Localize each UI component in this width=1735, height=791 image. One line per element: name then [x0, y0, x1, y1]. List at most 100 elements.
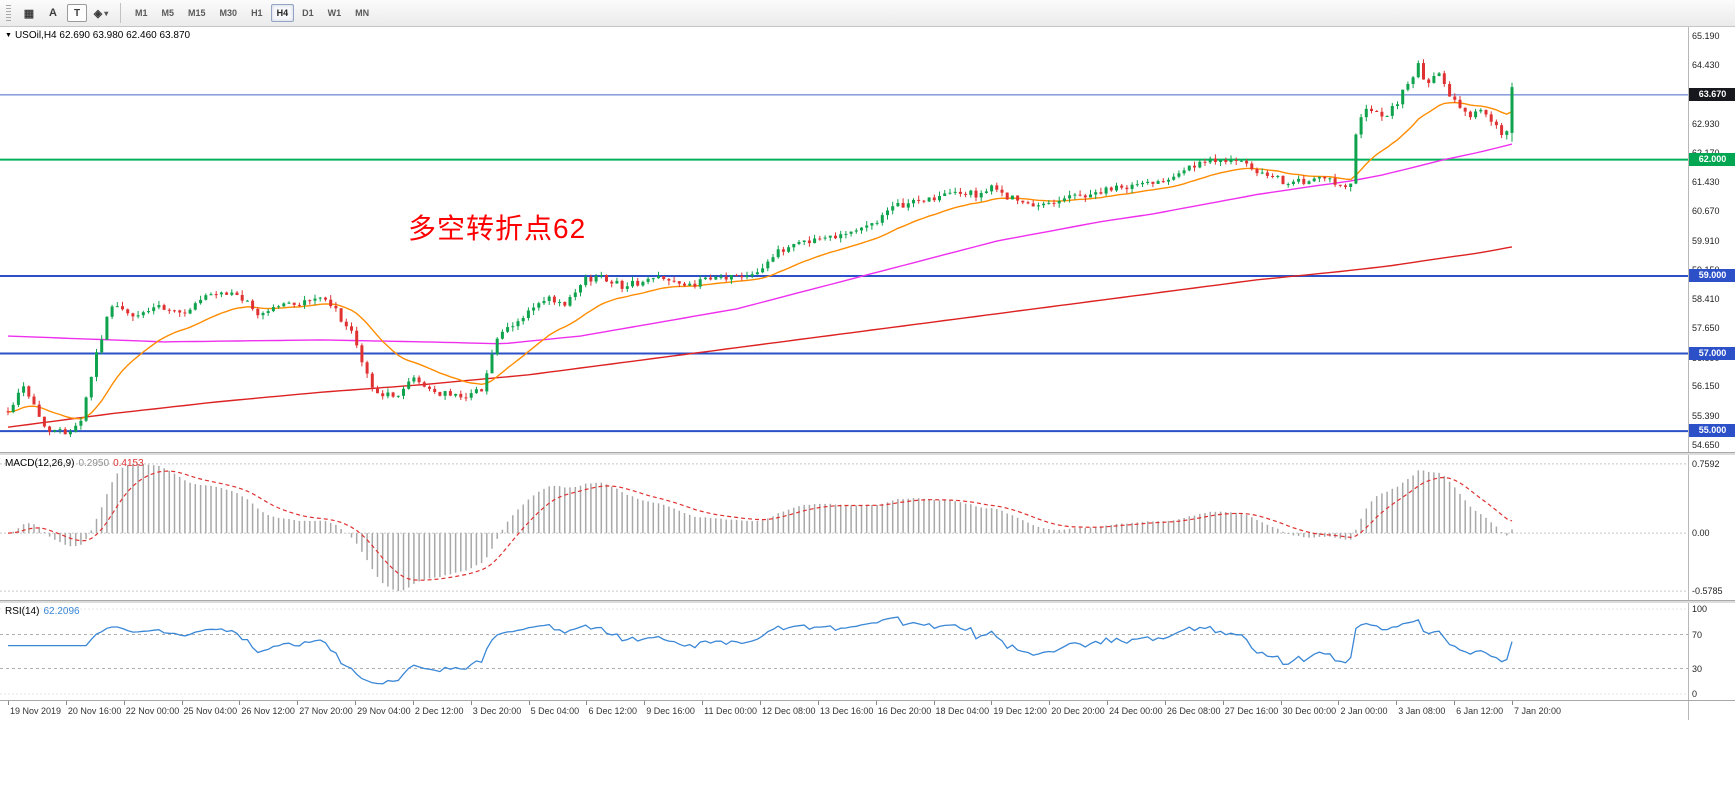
candle [68, 429, 72, 437]
time-axis-tick [1512, 701, 1513, 705]
candle [147, 307, 150, 314]
time-axis-label: 3 Jan 08:00 [1398, 706, 1446, 716]
candle [443, 390, 447, 400]
candle [1130, 182, 1134, 194]
candle [1104, 186, 1108, 197]
candle [1260, 168, 1264, 175]
candle [1385, 115, 1389, 117]
timeframe-m1[interactable]: M1 [135, 8, 148, 18]
timeframe-m30[interactable]: M30 [219, 8, 238, 18]
candle [813, 234, 817, 244]
time-axis[interactable]: 19 Nov 2019 20 Nov 16:00 22 Nov 00:00 25 No… [0, 700, 1735, 720]
candle [173, 309, 176, 313]
timeframe-w1[interactable]: W1 [327, 8, 342, 18]
text-annotation-tool[interactable]: A [49, 7, 57, 19]
rsi-plot[interactable] [0, 603, 1688, 700]
axis-label: 56.150 [1692, 381, 1720, 392]
candle [287, 301, 291, 304]
timeframe-d1[interactable]: D1 [302, 8, 314, 18]
candle [740, 272, 744, 281]
time-axis-tick [586, 701, 588, 705]
time-axis-label: 18 Dec 04:00 [935, 706, 990, 716]
rsi-indicator-name: RSI(14) [5, 606, 40, 617]
macd-panel-header: MACD(12,26,9) 0.2950 0.4153 [5, 458, 144, 469]
candle [1151, 181, 1155, 188]
candle [350, 322, 353, 334]
price-plot[interactable] [0, 27, 1688, 452]
timeframe-m15[interactable]: M15 [188, 8, 206, 18]
candle [1359, 114, 1363, 139]
candle [1411, 76, 1415, 89]
candle [875, 220, 879, 226]
candle [552, 295, 556, 305]
candle [615, 277, 619, 284]
macd-main-value: 0.2950 [78, 458, 110, 469]
candle [469, 389, 473, 401]
candle [58, 426, 62, 434]
time-axis-label: 24 Dec 00:00 [1109, 706, 1163, 716]
candle [110, 304, 114, 320]
timeframe-mn[interactable]: MN [355, 8, 370, 18]
time-axis-tick [702, 701, 704, 705]
candle [1354, 133, 1358, 185]
macd-histogram [12, 463, 1513, 592]
axis-label: -0.5785 [1692, 586, 1723, 597]
chart-annotation-text[interactable]: 多空转折点62 [408, 213, 587, 244]
macd-axis[interactable]: 0.7592 0.00 -0.5785 [1688, 455, 1735, 600]
text-label-tool[interactable]: T [67, 4, 87, 22]
candle [584, 274, 588, 288]
candle [1193, 161, 1196, 172]
price-axis[interactable]: 65.19064.43063.69062.93062.17061.43060.6… [1688, 27, 1735, 452]
candle [100, 335, 104, 355]
timeframe-m5[interactable]: M5 [161, 8, 175, 18]
candle [1510, 82, 1514, 142]
candle [1291, 179, 1295, 186]
timeframe-h4[interactable]: H4 [270, 4, 295, 22]
candle [651, 277, 655, 283]
candle [776, 245, 780, 259]
rsi-axis[interactable]: 100 70 30 0 [1688, 603, 1735, 700]
price-badge-57.000: 57.000 [1689, 346, 1735, 360]
candle [906, 199, 910, 211]
panel-splitter[interactable] [0, 452, 1735, 455]
candle [1182, 167, 1186, 176]
candle [1135, 180, 1139, 187]
candle [1479, 108, 1483, 114]
candle [828, 235, 832, 241]
candle [16, 388, 20, 408]
candle [667, 278, 671, 286]
candle [1328, 177, 1332, 183]
candle [126, 308, 130, 316]
candle [729, 275, 733, 284]
candle [256, 307, 260, 319]
candle [886, 207, 889, 220]
candle [152, 303, 156, 315]
timeframe-h1[interactable]: H1 [251, 8, 263, 18]
candle [402, 386, 405, 400]
candle [292, 302, 296, 308]
macd-plot[interactable] [0, 455, 1688, 600]
candle [422, 380, 426, 388]
shapes-tool[interactable]: ◈ ▾ [93, 7, 109, 20]
candle [48, 425, 52, 436]
candle [1422, 59, 1425, 80]
candle [95, 349, 98, 382]
toolbar-grip[interactable] [6, 5, 11, 21]
chart-window: 65.19064.43063.69062.93062.17061.43060.6… [0, 27, 1735, 791]
candle [193, 301, 197, 311]
candle [1370, 105, 1373, 114]
time-axis-tick [644, 701, 646, 705]
ma-mid-line [7, 143, 1513, 345]
chart-objects-tool[interactable]: ▦ [23, 7, 35, 20]
candle [1213, 154, 1217, 165]
candle [1109, 186, 1113, 192]
candle [219, 291, 223, 298]
time-axis-label: 2 Dec 12:00 [414, 706, 464, 716]
candle [84, 396, 88, 423]
candle [792, 243, 796, 252]
toolbar-separator [120, 3, 121, 23]
candle [1005, 192, 1009, 200]
panel-splitter[interactable] [0, 600, 1735, 603]
candle [230, 289, 234, 297]
candle [558, 299, 562, 307]
